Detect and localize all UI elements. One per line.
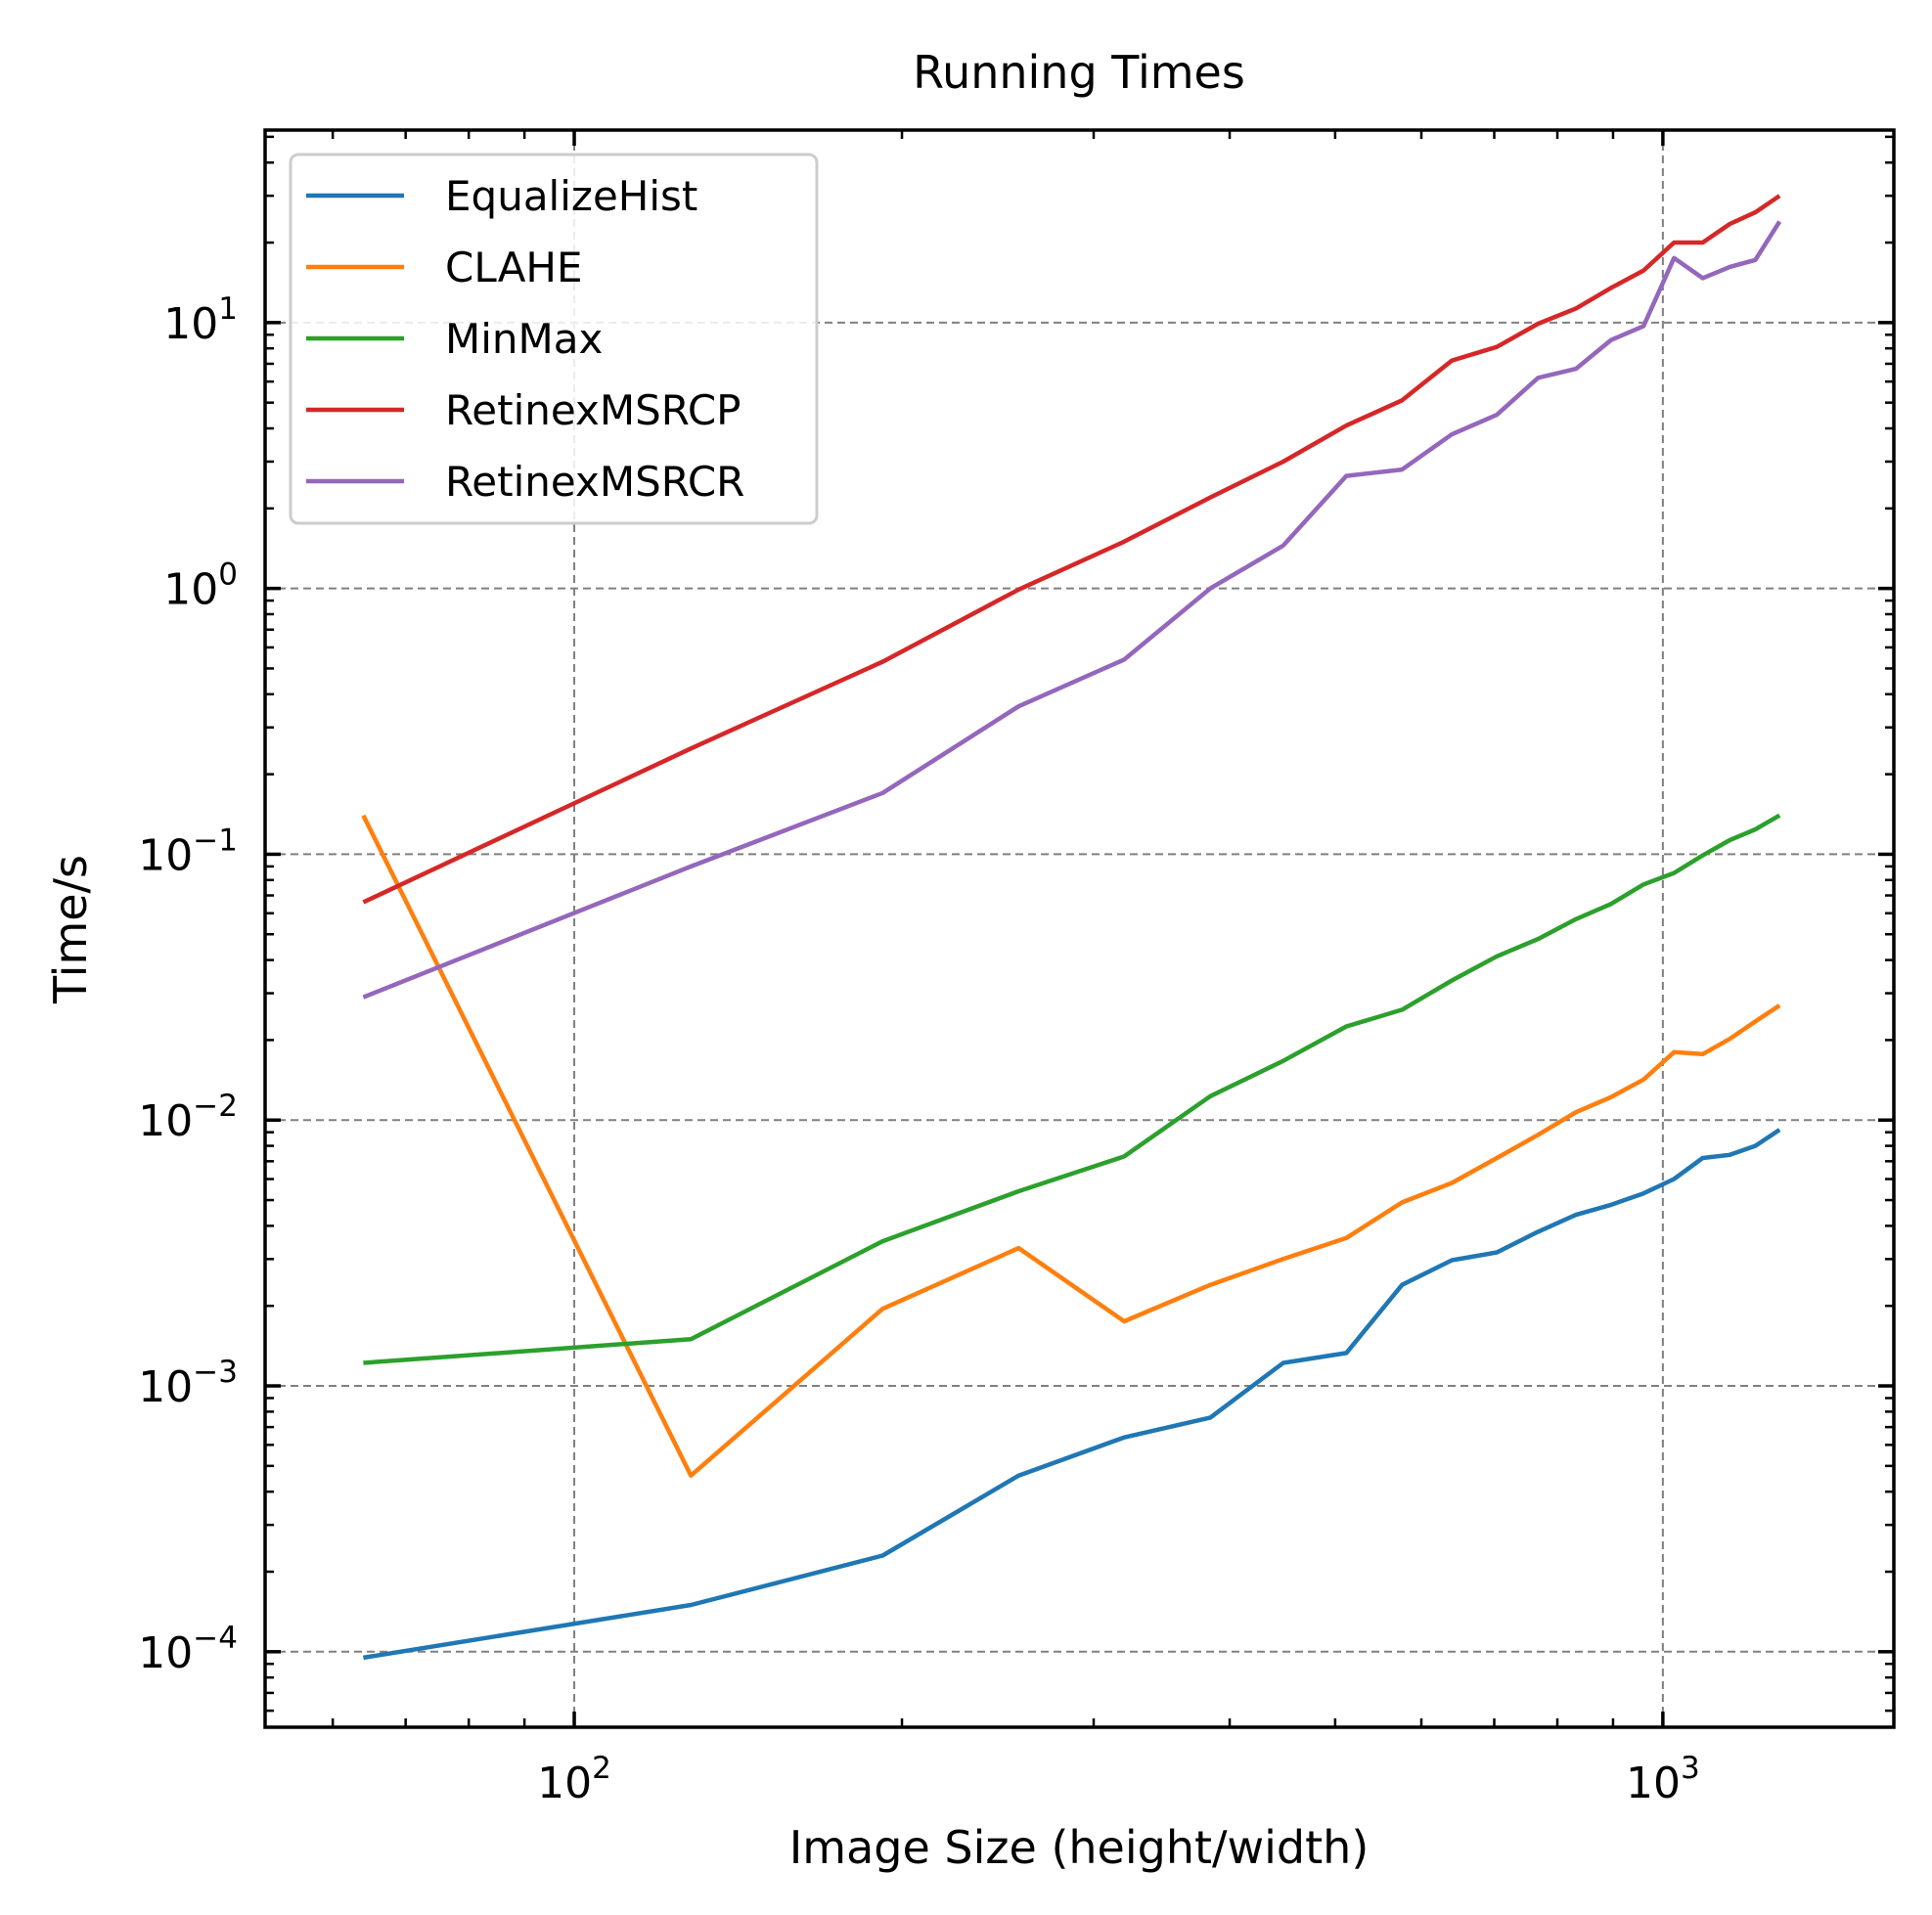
legend: EqualizeHist CLAHE MinMax RetinexMSRCP Retin… (289, 153, 819, 525)
legend-label-minmax: MinMax (445, 315, 603, 363)
axis-tick-labels: 102 103 10−4 10−3 10−2 10−1 100 101 (138, 291, 1699, 1808)
y-tick-label-0: 10−4 (138, 1621, 238, 1678)
series-line-minmax (363, 813, 1781, 1365)
series-line-retinexmsrcp (362, 194, 1781, 905)
legend-entries: EqualizeHist CLAHE MinMax RetinexMSRCP Retin… (306, 172, 744, 506)
legend-label-clahe: CLAHE (445, 244, 583, 291)
y-tick-label-5: 101 (163, 291, 238, 349)
plot-series (361, 194, 1782, 1661)
y-tick-label-2: 10−2 (138, 1089, 238, 1146)
x-tick-label-0: 102 (537, 1751, 611, 1808)
legend-label-retinexmsrcp: RetinexMSRCP (445, 386, 741, 434)
chart-title: Running Times (913, 46, 1245, 99)
legend-label-equalizehist: EqualizeHist (445, 172, 697, 220)
legend-label-retinexmsrcr: RetinexMSRCR (445, 458, 744, 506)
y-tick-label-4: 100 (163, 557, 238, 615)
x-axis-label: Image Size (height/width) (789, 1821, 1370, 1874)
series-line-clahe (361, 814, 1781, 1478)
y-axis-label: Time/s (44, 855, 97, 1004)
legend-box (289, 153, 819, 525)
y-tick-label-3: 10−1 (138, 823, 238, 880)
x-tick-label-1: 103 (1626, 1751, 1700, 1808)
series-line-retinexmsrcr (362, 220, 1782, 1000)
y-tick-label-1: 10−3 (138, 1355, 238, 1412)
series-line-equalizehist (363, 1128, 1781, 1661)
plot-frame (263, 128, 1896, 1729)
